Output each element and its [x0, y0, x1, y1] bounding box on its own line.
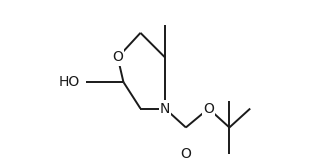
Text: O: O: [112, 50, 123, 64]
Text: O: O: [180, 147, 191, 161]
Text: O: O: [203, 102, 214, 116]
Text: HO: HO: [59, 75, 80, 89]
Text: N: N: [160, 102, 170, 116]
